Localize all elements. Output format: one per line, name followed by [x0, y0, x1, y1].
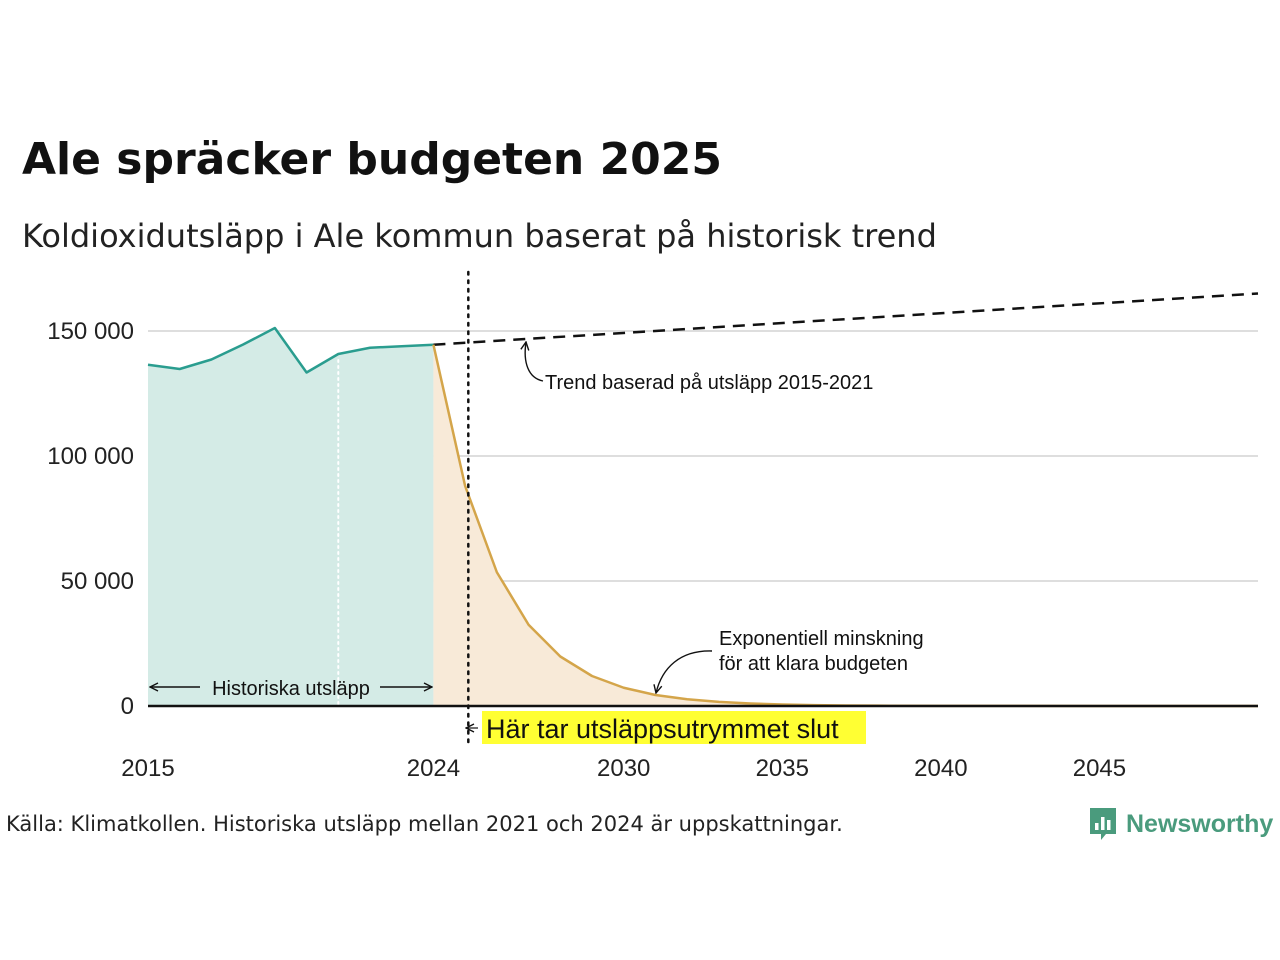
exponential-reduction-line — [432, 344, 1259, 708]
newsworthy-logo-icon — [1090, 808, 1116, 840]
budget-end-highlight — [482, 711, 866, 744]
trend-line — [433, 292, 1259, 346]
brand-logo: Newsworthy — [1088, 804, 1273, 844]
annotations: Trend baserad på utsläpp 2015-2021 Expon… — [150, 342, 924, 744]
exponential-annotation-line1: Exponentiell minskning — [719, 628, 924, 650]
exponential-annotation-arrow — [656, 650, 713, 693]
x-tick-label: 2015 — [121, 755, 174, 782]
area-layer — [148, 328, 1258, 706]
historical-area — [148, 328, 434, 706]
exponential-annotation-line2: för att klara budgeten — [719, 653, 908, 675]
reference-lines — [337, 270, 470, 750]
y-tick-label: 100 000 — [47, 443, 134, 470]
y-tick-label: 0 — [121, 693, 134, 720]
x-tick-label: 2035 — [756, 755, 809, 782]
brand-name: Newsworthy — [1126, 809, 1274, 838]
x-tick-label: 2045 — [1073, 755, 1126, 782]
axis-layer: 0 50 000 100 000 150 000 2015 2024 2030 2035 204… — [47, 318, 1258, 782]
x-tick-label: 2040 — [914, 755, 967, 782]
x-tick-label: 2030 — [597, 755, 650, 782]
historical-annotation-label: Historiska utsläpp — [212, 678, 370, 700]
x-tick-label: 2024 — [407, 755, 460, 782]
trend-annotation-label: Trend baserad på utsläpp 2015-2021 — [545, 372, 873, 394]
y-tick-label: 50 000 — [61, 568, 134, 595]
source-note: Källa: Klimatkollen. Historiska utsläpp … — [6, 812, 843, 836]
chart-subtitle: Koldioxidutsläpp i Ale kommun baserat på… — [22, 217, 937, 255]
emissions-chart: 0 50 000 100 000 150 000 2015 2024 2030 2035 204… — [47, 270, 1259, 782]
budget-end-label: Här tar utsläppsutrymmet slut — [486, 714, 839, 744]
budget-area — [433, 344, 1258, 706]
trend-annotation-arrow — [525, 342, 544, 382]
y-tick-label: 150 000 — [47, 318, 134, 345]
chart-title: Ale spräcker budgeten 2025 — [22, 134, 723, 185]
historical-emissions-line — [147, 326, 434, 374]
